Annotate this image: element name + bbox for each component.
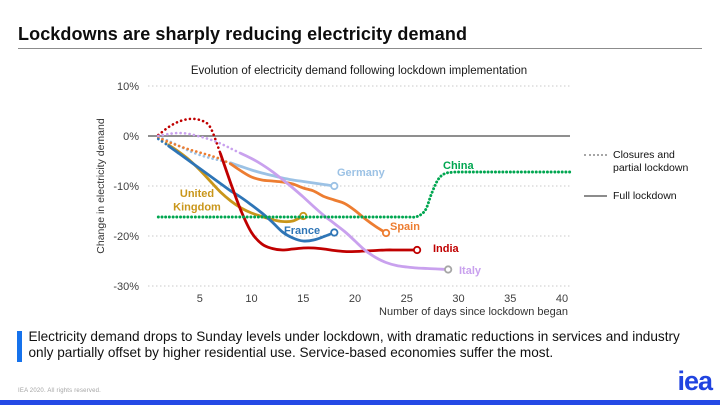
title-rule <box>18 48 702 49</box>
summary-line: only partially offset by higher resident… <box>28 344 554 360</box>
x-tick-label: 15 <box>297 293 309 305</box>
x-axis-title: Number of days since lockdown began <box>379 306 568 318</box>
x-tick-label: 5 <box>197 293 203 305</box>
iea-logo: iea <box>677 366 713 396</box>
chart-legend: Closures and partial lockdown Full lockd… <box>584 149 704 203</box>
series-label-india: India <box>433 243 460 255</box>
series-dotted-spain <box>157 136 233 166</box>
x-tick-label: 10 <box>245 293 257 305</box>
endpoint-india <box>412 245 422 255</box>
x-tick-label: 25 <box>401 293 413 305</box>
footer-copyright: IEA 2020. All rights reserved. <box>18 388 102 394</box>
series-label-china: China <box>443 160 474 172</box>
dotted-line-swatch <box>584 154 607 156</box>
series-dotted-china <box>156 170 572 219</box>
endpoint-spain <box>381 228 391 238</box>
legend-label: Full lockdown <box>613 190 677 202</box>
series-line-india <box>219 152 419 254</box>
legend-item-full-lockdown: Full lockdown <box>584 190 704 203</box>
series-dotted-france <box>157 137 170 148</box>
y-tick-label: -30% <box>113 281 139 293</box>
x-tick-label: 20 <box>349 293 361 305</box>
legend-item-partial-lockdown: Closures and partial lockdown <box>584 149 704 175</box>
endpoint-france <box>330 228 339 237</box>
endpoint-germany <box>330 181 339 191</box>
series-label-spain: Spain <box>390 221 420 233</box>
summary-line: Electricity demand drops to Sunday level… <box>28 329 680 344</box>
bottom-accent-bar <box>0 400 720 405</box>
y-tick-label: -20% <box>113 231 139 243</box>
series-label-germany: Germany <box>337 167 386 179</box>
endpoint-italy <box>444 265 453 274</box>
x-tick-label: 30 <box>452 293 464 305</box>
y-tick-label: 10% <box>117 81 139 93</box>
y-tick-label: 0% <box>123 131 139 143</box>
series-label-united-kingdom: United Kingdom <box>173 188 221 214</box>
summary-callout: Electricity demand drops to Sunday level… <box>17 329 680 362</box>
x-tick-label: 35 <box>504 293 516 305</box>
series-label-italy: Italy <box>459 265 482 277</box>
series-line-france <box>167 144 336 243</box>
solid-line-swatch <box>584 195 607 197</box>
y-tick-label: -10% <box>113 181 139 193</box>
series-line-italy <box>239 152 450 271</box>
series-label-france: France <box>284 225 320 237</box>
series-dotted-italy <box>157 131 243 155</box>
summary-accent-bar <box>17 331 22 362</box>
legend-label: Closures and partial lockdown <box>613 149 689 174</box>
series-dotted-germany <box>157 135 233 165</box>
chart-title: Evolution of electricity demand followin… <box>190 65 528 77</box>
series-line-spain <box>229 162 388 235</box>
page-title: Lockdowns are sharply reducing electrici… <box>18 24 468 44</box>
x-tick-label: 40 <box>556 293 568 305</box>
summary-text: Electricity demand drops to Sunday level… <box>29 329 680 362</box>
series-dotted-india <box>157 117 222 155</box>
